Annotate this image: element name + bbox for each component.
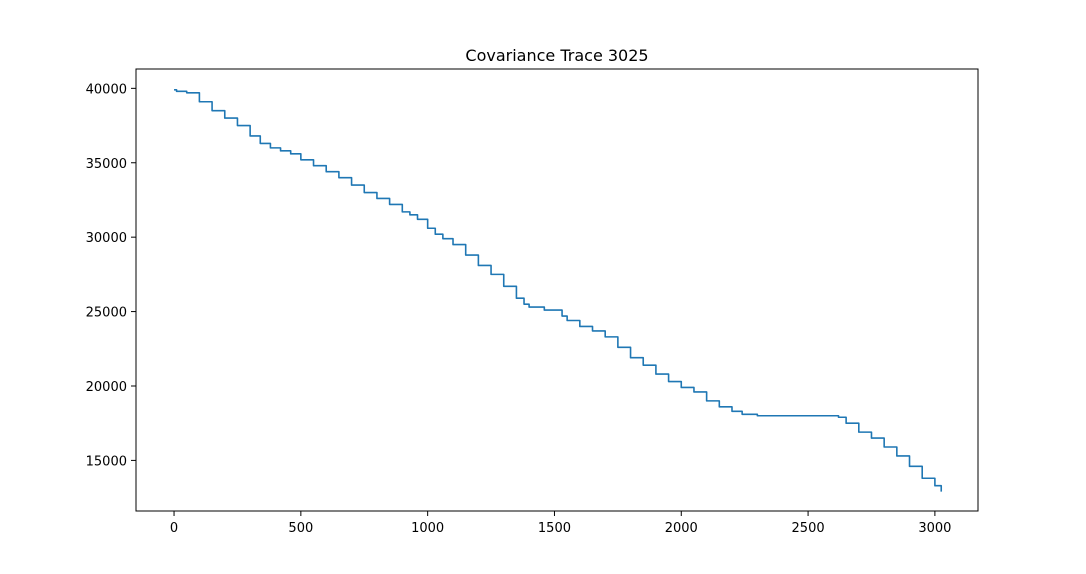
plot-area — [174, 89, 943, 492]
x-tick-label: 500 — [288, 521, 313, 536]
x-tick-label: 2000 — [665, 521, 698, 536]
y-tick-label: 25000 — [86, 306, 127, 321]
y-tick-label: 15000 — [86, 454, 127, 469]
y-tick-label: 20000 — [86, 380, 127, 395]
y-axis: 15000 20000 25000 30000 35000 40000 — [86, 82, 136, 469]
chart-title: Covariance Trace 3025 — [465, 46, 648, 65]
axes-frame — [135, 68, 979, 512]
series-line — [174, 89, 943, 492]
x-tick-label: 3000 — [918, 521, 951, 536]
y-tick-label: 30000 — [86, 231, 127, 246]
y-tick-label: 40000 — [86, 82, 127, 97]
y-tick-label: 35000 — [86, 157, 127, 172]
x-tick-label: 1500 — [538, 521, 571, 536]
x-tick-label: 2500 — [792, 521, 825, 536]
x-axis: 0 500 1000 1500 2000 2500 3000 — [170, 511, 951, 536]
x-tick-label: 0 — [170, 521, 178, 536]
x-tick-label: 1000 — [411, 521, 444, 536]
